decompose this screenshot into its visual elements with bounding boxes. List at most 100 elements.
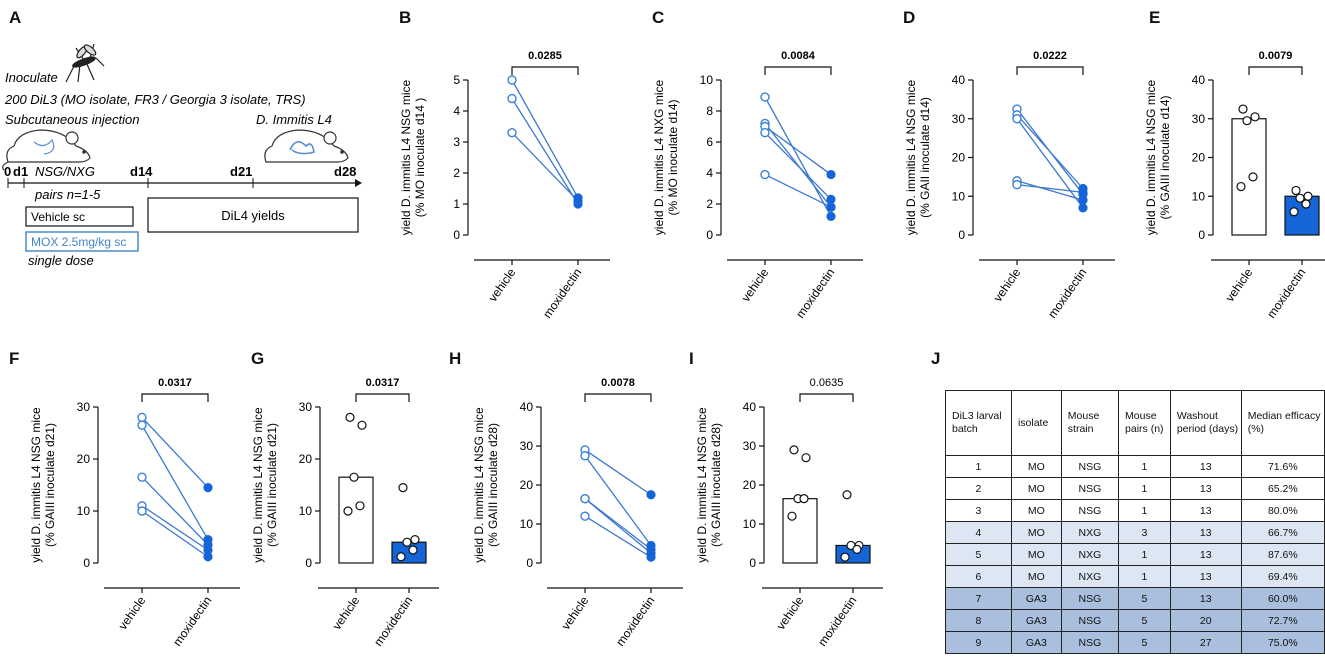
data-point-moxidectin xyxy=(826,194,836,204)
data-point-moxidectin xyxy=(840,552,850,562)
y-axis-label-2: (% GAIII inoculate d14) xyxy=(1158,95,1172,219)
panel-label-g: G xyxy=(251,349,265,368)
data-point-vehicle xyxy=(1250,112,1260,122)
pair-line xyxy=(1016,118,1084,209)
table-cell: NSG xyxy=(1060,477,1120,500)
data-point-moxidectin xyxy=(398,483,408,493)
significance-bracket xyxy=(511,66,579,75)
table-cell: 3 xyxy=(945,499,1012,522)
data-point-vehicle xyxy=(789,445,799,455)
data-point-vehicle xyxy=(507,93,517,104)
data-point-moxidectin xyxy=(203,483,213,493)
chart-f: 0 10 20 30 vehicle moxidectin yield D. immitis… xyxy=(29,377,240,649)
table-cell: 6 xyxy=(945,565,1012,588)
p-value-label: 0.0084 xyxy=(781,50,816,62)
y-tick-label: 30 xyxy=(520,439,534,453)
data-point-vehicle xyxy=(1242,116,1252,126)
data-point-vehicle xyxy=(345,412,355,423)
data-point-vehicle xyxy=(760,127,770,138)
data-point-vehicle xyxy=(349,472,359,482)
x-tick-label: vehicle xyxy=(486,265,519,304)
data-point-vehicle xyxy=(507,127,517,138)
table-cell: 3 xyxy=(1118,521,1171,544)
data-point-vehicle xyxy=(760,92,770,102)
data-point-vehicle xyxy=(799,494,809,504)
significance-bracket xyxy=(764,66,832,75)
y-tick-label: 40 xyxy=(1192,73,1206,87)
pairs-label: pairs n=1-5 xyxy=(34,187,101,202)
pair-line xyxy=(764,96,832,217)
x-tick-label: moxidectin xyxy=(371,594,415,649)
p-value-label: 0.0635 xyxy=(810,377,844,389)
pair-line xyxy=(141,510,209,558)
data-point-moxidectin xyxy=(1291,185,1301,196)
table-row: 2 MO NSG 1 13 65.2% xyxy=(945,477,1325,500)
table-cell: GA3 xyxy=(1010,609,1062,632)
pair-line xyxy=(1016,183,1084,194)
data-point-vehicle xyxy=(343,506,353,516)
y-axis-label-1: yield D. immitis L4 NSG mice xyxy=(472,407,486,563)
pair-line xyxy=(764,173,832,208)
table-cell: 1 xyxy=(945,455,1012,478)
experiment-schematic: Inoculate 200 DiL3 (MO isolate, FR3 / Ge… xyxy=(2,43,362,268)
data-point-vehicle xyxy=(137,412,147,423)
y-axis-label-1: yield D. immitis L4 NXG mice xyxy=(652,80,666,236)
table-cell: 13 xyxy=(1169,455,1242,478)
table-cell: 66.7% xyxy=(1240,521,1325,544)
x-tick-label: moxidectin xyxy=(170,594,214,649)
pair-line xyxy=(584,515,652,558)
data-point-moxidectin xyxy=(1078,203,1088,213)
header-strain: Mouse strain xyxy=(1060,390,1120,456)
data-point-vehicle xyxy=(787,511,797,521)
table-cell: NSG xyxy=(1060,455,1120,478)
data-point-moxidectin xyxy=(842,490,852,500)
table-cell: 4 xyxy=(945,521,1012,544)
data-point-moxidectin xyxy=(396,552,406,562)
timeline-d14: d14 xyxy=(130,164,153,179)
data-point-moxidectin xyxy=(408,545,418,555)
table-cell: NXG xyxy=(1060,565,1120,588)
table-cell: 1 xyxy=(1118,477,1171,500)
x-tick-label: vehicle xyxy=(330,593,363,632)
bar-vehicle xyxy=(782,498,818,564)
data-point-moxidectin xyxy=(1301,199,1311,209)
table-cell: MO xyxy=(1010,455,1062,478)
x-tick-label: vehicle xyxy=(739,265,772,304)
significance-bracket xyxy=(584,393,652,402)
p-value-label: 0.0317 xyxy=(158,377,192,389)
data-point-moxidectin xyxy=(646,552,656,562)
inoculate-title: Inoculate xyxy=(5,70,58,85)
y-axis-label-2: (% GAIII inoculate d28) xyxy=(709,423,723,547)
y-tick-label: 4 xyxy=(453,104,460,118)
table-cell: 72.7% xyxy=(1240,609,1325,632)
pair-line xyxy=(141,416,209,489)
y-tick-label: 0 xyxy=(305,556,312,570)
significance-bracket xyxy=(799,393,854,402)
y-tick-label: 3 xyxy=(453,135,460,149)
pair-line xyxy=(141,476,209,546)
y-axis-label-2: (% GAIII inoculate d28) xyxy=(486,423,500,547)
y-axis-label-2: (% GAII inoculate d14) xyxy=(918,97,932,218)
y-tick-label: 0 xyxy=(83,556,90,570)
y-tick-label: 10 xyxy=(299,504,313,518)
table-cell: 13 xyxy=(1169,521,1242,544)
p-value-label: 0.0078 xyxy=(601,377,635,389)
chart-b: 0 1 2 3 4 5 vehicle moxidectin yield D. immitis … xyxy=(399,50,610,321)
data-point-moxidectin xyxy=(646,490,656,500)
header-isolate: isolate xyxy=(1010,390,1062,456)
y-tick-label: 20 xyxy=(1192,151,1206,165)
table-row: 7 GA3 NSG 5 13 60.0% xyxy=(945,587,1325,610)
y-axis-label-2: (% MO inoculate d14) xyxy=(666,99,680,215)
panel-label-j: J xyxy=(931,349,941,368)
table-cell: 1 xyxy=(1118,455,1171,478)
significance-bracket xyxy=(141,393,209,402)
injection-label: Subcutaneous injection xyxy=(5,112,139,127)
pair-line xyxy=(141,424,209,540)
pair-line xyxy=(584,455,652,546)
y-tick-label: 30 xyxy=(952,112,966,126)
y-tick-label: 8 xyxy=(706,104,713,118)
table-cell: GA3 xyxy=(1010,631,1062,654)
table-cell: 13 xyxy=(1169,543,1242,566)
data-point-vehicle xyxy=(1012,114,1022,124)
data-point-moxidectin xyxy=(402,537,412,547)
